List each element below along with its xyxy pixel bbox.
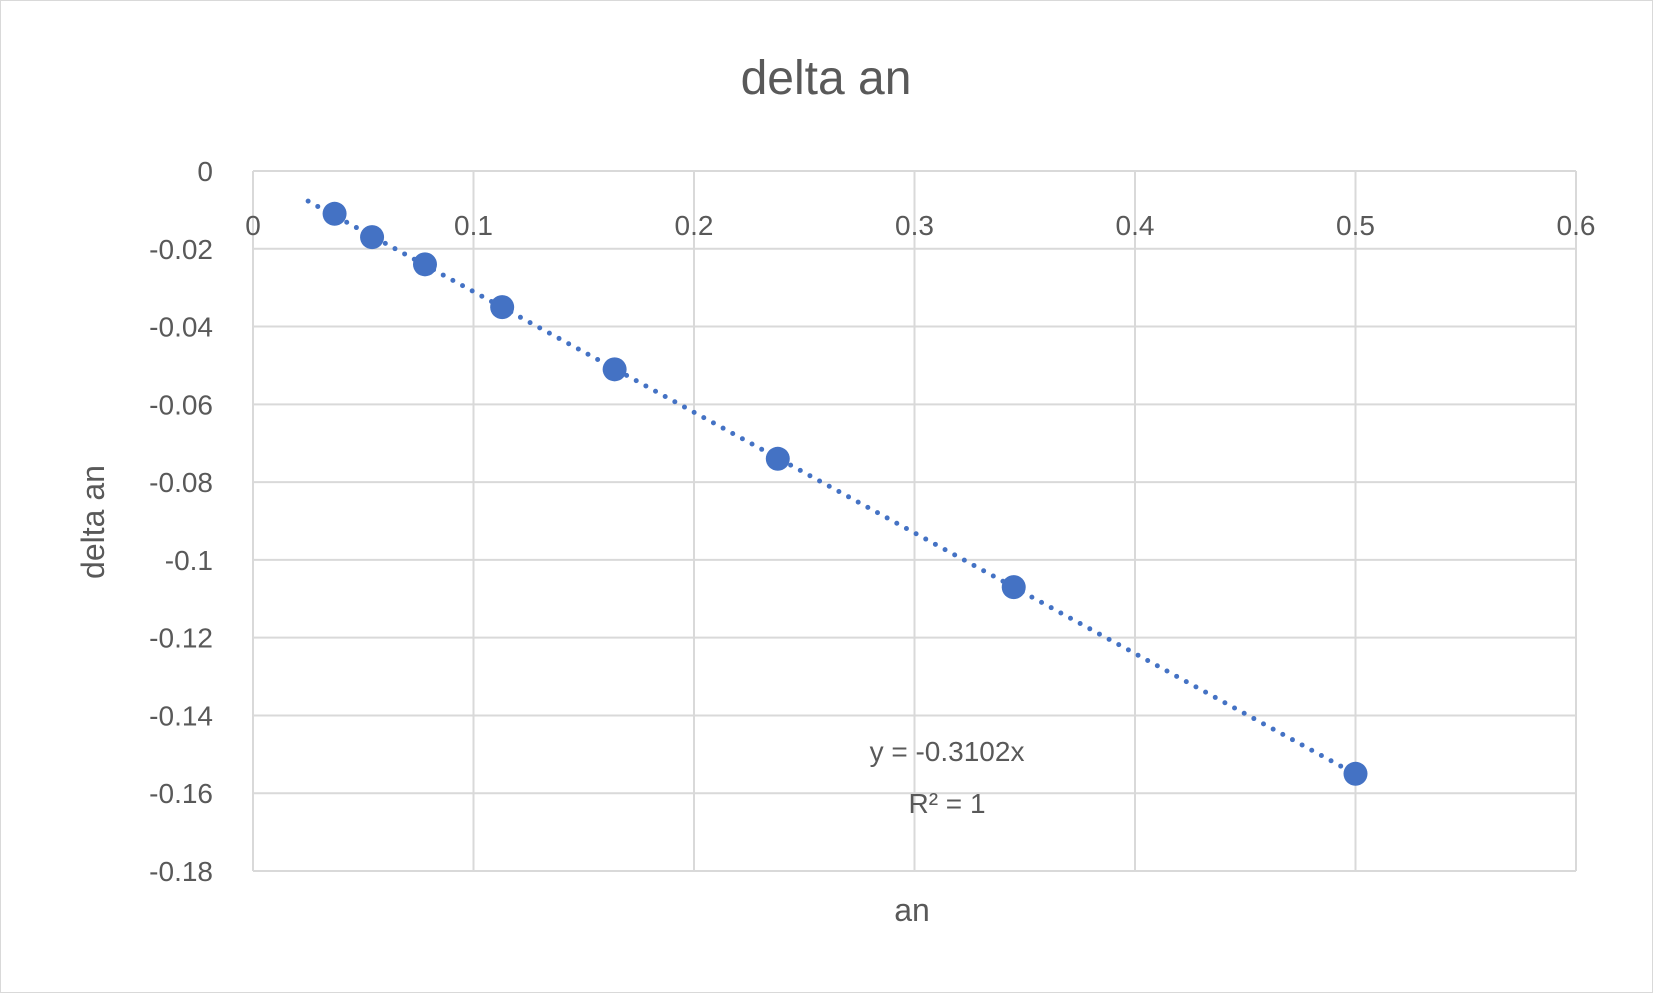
y-tick-label: -0.06: [149, 389, 213, 420]
data-point: [360, 225, 385, 250]
y-tick-label: -0.02: [149, 234, 213, 265]
y-tick-label: -0.14: [149, 700, 213, 731]
y-tick-label: 0: [197, 156, 213, 187]
trendline-equation: y = -0.3102x: [870, 736, 1025, 767]
trendline: [305, 198, 1358, 777]
data-point: [412, 252, 437, 277]
x-tick-label: 0.5: [1336, 210, 1375, 241]
x-tick-label: 0.2: [675, 210, 714, 241]
trendline-r-squared: R² = 1: [908, 788, 985, 819]
y-tick-labels: 0 -0.02 -0.04 -0.06 -0.08 -0.1 -0.12 -0.14 -0.16…: [149, 156, 213, 887]
y-tick-label: -0.18: [149, 856, 213, 887]
y-tick-label: -0.12: [149, 623, 213, 654]
y-tick-label: -0.08: [149, 467, 213, 498]
data-point: [1001, 575, 1026, 600]
y-tick-label: -0.16: [149, 778, 213, 809]
data-point: [490, 295, 515, 320]
y-tick-label: -0.04: [149, 312, 213, 343]
y-axis-title: delta an: [75, 465, 111, 579]
x-tick-labels: 0 0.1 0.2 0.3 0.4 0.5 0.6: [245, 210, 1595, 241]
data-points: [322, 201, 1368, 786]
grid: [252, 170, 1577, 872]
data-point: [1343, 761, 1368, 786]
x-tick-label: 0.1: [454, 210, 493, 241]
trendline-path: [305, 198, 1358, 777]
x-axis-title: an: [894, 892, 930, 928]
data-point: [602, 357, 627, 382]
x-tick-label: 0.3: [895, 210, 934, 241]
x-tick-label: 0.4: [1116, 210, 1155, 241]
y-tick-label: -0.1: [165, 545, 213, 576]
chart-title: delta an: [741, 52, 912, 105]
data-point: [322, 201, 347, 226]
data-point: [765, 446, 790, 471]
x-tick-label: 0.6: [1557, 210, 1596, 241]
x-tick-label: 0: [245, 210, 261, 241]
